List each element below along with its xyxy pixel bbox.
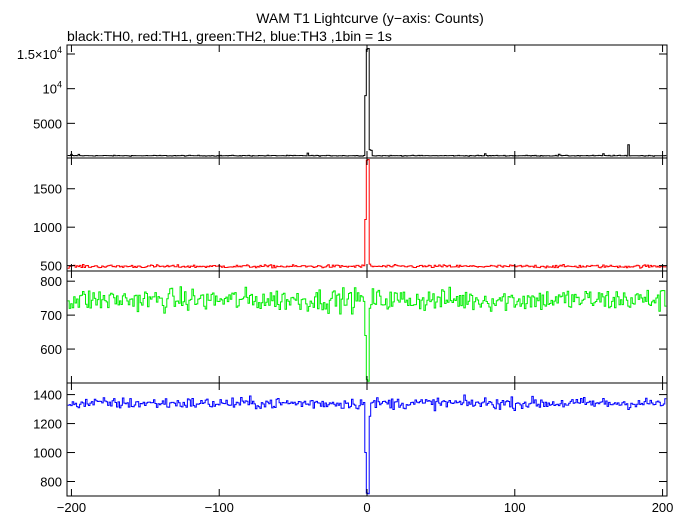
series-line-th3: [67, 394, 667, 495]
x-tick-label: −200: [57, 500, 86, 515]
y-tick-label: 1500: [33, 182, 62, 197]
y-tick-label: 1200: [33, 417, 62, 432]
series-line-th1: [67, 159, 667, 269]
y-tick-label: 600: [40, 342, 62, 357]
panel-th2: 600 700 800: [40, 270, 668, 384]
panel-frame: [66, 270, 668, 384]
y-tick-label: 700: [40, 308, 62, 323]
x-tick-label: 0: [363, 500, 370, 515]
panel-th1: 500 1000 1500: [33, 157, 668, 274]
x-axis: −200 −100 0 100 200: [57, 500, 674, 515]
x-tick-label: 100: [504, 500, 526, 515]
series-line-th0: [67, 48, 667, 157]
y-tick-label: 800: [40, 274, 62, 289]
y-tick-label: 1000: [33, 446, 62, 461]
y-tick-label: 1.5×104: [17, 45, 62, 62]
y-tick-label: 5000: [33, 116, 62, 131]
x-tick-label: −100: [205, 500, 234, 515]
chart-subtitle: black:TH0, red:TH1, green:TH2, blue:TH3 …: [67, 28, 392, 44]
chart-title: WAM T1 Lightcurve (y−axis: Counts): [256, 10, 484, 26]
y-tick-label: 1000: [33, 220, 62, 235]
panel-frame: [66, 157, 668, 272]
panel-th3: 800 1000 1200 1400: [33, 382, 668, 497]
panels-group: 5000 104 1.5×104 500 1000 1500 600 700 800 800 100…: [17, 44, 668, 497]
y-tick-label: 800: [40, 475, 62, 490]
series-line-th2: [67, 286, 667, 382]
x-tick-label: 200: [652, 500, 674, 515]
panel-frame: [66, 44, 668, 159]
y-tick-label: 1400: [33, 388, 62, 403]
y-tick-label: 500: [40, 259, 62, 274]
panel-th0: 5000 104 1.5×104: [17, 44, 668, 159]
y-tick-label: 104: [43, 80, 62, 97]
